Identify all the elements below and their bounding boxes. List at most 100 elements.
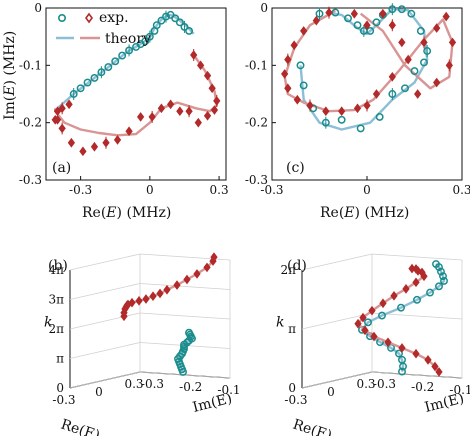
data-point bbox=[337, 115, 346, 124]
data-point bbox=[442, 11, 450, 22]
data-point bbox=[97, 68, 106, 77]
data-point bbox=[176, 106, 184, 117]
re-tick-label: -0.3 bbox=[284, 393, 307, 407]
data-point bbox=[440, 276, 448, 285]
data-point bbox=[338, 106, 346, 117]
data-point bbox=[388, 5, 397, 14]
im-tick-label: -0.2 bbox=[411, 380, 434, 394]
data-point bbox=[420, 58, 428, 67]
im-tick-label: -0.3 bbox=[373, 377, 396, 391]
grid-line bbox=[139, 312, 231, 320]
data-point bbox=[364, 318, 372, 327]
data-point bbox=[420, 37, 428, 48]
data-point bbox=[433, 23, 441, 33]
data-point bbox=[76, 84, 85, 93]
data-point bbox=[111, 57, 120, 66]
theory-curve bbox=[56, 13, 195, 110]
legend-exp-red-marker bbox=[85, 12, 93, 24]
data-point bbox=[102, 137, 110, 148]
y-tick-label: -0.2 bbox=[19, 116, 42, 130]
panel-a-ylabel: Im(E) (MHz) bbox=[2, 31, 18, 120]
k-tick-label: 3π bbox=[48, 293, 64, 307]
legend-theory-label: theory bbox=[105, 31, 151, 47]
panel-a-label: (a) bbox=[52, 160, 71, 176]
k-tick-label: 4π bbox=[48, 263, 64, 277]
data-point bbox=[426, 288, 434, 297]
data-point bbox=[398, 367, 406, 376]
k-tick-label: 0 bbox=[288, 381, 296, 395]
data-point bbox=[190, 50, 198, 60]
data-point bbox=[185, 106, 193, 117]
panel-a-xlabel: Re(E) (MHz) bbox=[82, 205, 171, 221]
grid-line bbox=[69, 371, 141, 389]
data-point bbox=[67, 137, 76, 148]
k-axis-label: k bbox=[44, 315, 52, 331]
data-point bbox=[152, 21, 161, 30]
y-tick-label: -0.3 bbox=[245, 173, 268, 187]
data-point bbox=[398, 343, 406, 353]
data-point bbox=[213, 96, 221, 106]
data-point bbox=[353, 103, 362, 114]
data-point bbox=[58, 103, 66, 114]
data-point bbox=[356, 124, 365, 133]
legend-exp-teal-marker bbox=[57, 14, 66, 23]
data-point bbox=[65, 99, 73, 110]
data-point bbox=[379, 298, 387, 309]
data-point bbox=[398, 355, 406, 364]
x-tick-label: 0.3 bbox=[210, 183, 229, 197]
data-point bbox=[350, 8, 358, 19]
re-axis-label: Re(E) bbox=[59, 417, 102, 436]
data-point bbox=[388, 71, 396, 82]
theory-curve bbox=[122, 256, 216, 317]
im-axis-label: Im(E) bbox=[191, 391, 234, 416]
data-point bbox=[300, 26, 308, 36]
data-point bbox=[193, 269, 201, 279]
data-point bbox=[163, 284, 171, 295]
data-point bbox=[366, 26, 375, 35]
grid-line bbox=[371, 371, 463, 379]
data-point bbox=[175, 18, 184, 27]
data-point bbox=[125, 46, 134, 55]
data-point bbox=[284, 54, 292, 65]
data-point bbox=[390, 290, 398, 301]
data-point bbox=[325, 7, 333, 18]
y-tick-label: -0.1 bbox=[245, 58, 268, 72]
data-point bbox=[412, 348, 420, 359]
data-point bbox=[210, 252, 218, 262]
data-point bbox=[359, 312, 367, 323]
data-point bbox=[203, 110, 212, 121]
grid-line bbox=[69, 312, 141, 330]
data-point bbox=[388, 90, 397, 98]
im-tick-label: -0.2 bbox=[179, 380, 202, 394]
data-point bbox=[363, 20, 371, 31]
data-point bbox=[384, 337, 392, 348]
grid-line bbox=[301, 371, 373, 389]
data-point bbox=[166, 99, 175, 110]
data-point bbox=[401, 84, 409, 93]
data-point bbox=[344, 14, 352, 23]
data-point bbox=[281, 69, 289, 79]
data-point bbox=[435, 367, 443, 377]
y-tick-label: -0.1 bbox=[19, 58, 42, 72]
data-point bbox=[180, 22, 189, 31]
grid-line bbox=[69, 253, 141, 271]
data-point bbox=[142, 294, 150, 304]
x-tick-label: -0.3 bbox=[69, 183, 92, 197]
k-axis-label: k bbox=[276, 315, 284, 331]
grid-line bbox=[139, 283, 231, 290]
data-point bbox=[203, 262, 211, 273]
k-tick-label: 2π bbox=[280, 263, 296, 277]
panel-a-plot: -0.3 0 0.3 0 -0.1 -0.2 -0.3 bbox=[19, 1, 229, 197]
data-point bbox=[432, 260, 440, 268]
data-point bbox=[69, 90, 78, 98]
data-point bbox=[423, 47, 432, 55]
re-tick-label: 0 bbox=[95, 385, 103, 399]
data-point bbox=[157, 103, 166, 114]
grid-line bbox=[301, 312, 373, 330]
panel-c-plot: -0.3 0 0.3 0 -0.1 -0.2 -0.3 bbox=[245, 1, 470, 197]
panel-c-xlabel: Re(E) (MHz) bbox=[320, 205, 409, 221]
data-point bbox=[312, 15, 320, 26]
data-point bbox=[299, 81, 308, 90]
data-point bbox=[315, 9, 324, 18]
data-point bbox=[395, 349, 403, 358]
